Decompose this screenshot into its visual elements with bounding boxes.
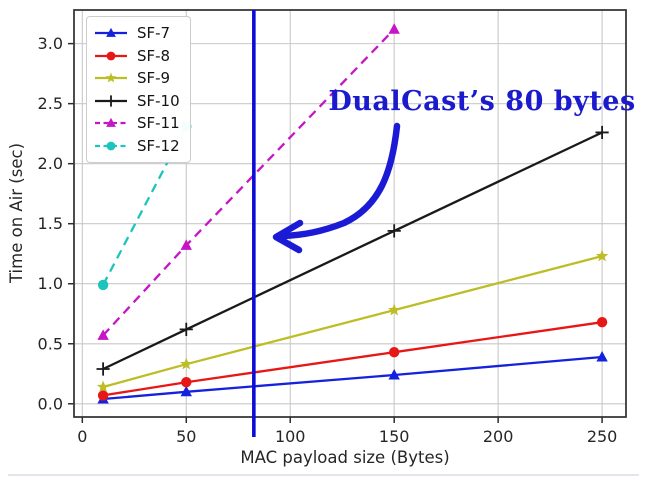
axis-ticks: 0 50 100 150 200 250 0.0 0.5 1.0 1.5 2.0 2.5 3.0 <box>38 34 618 446</box>
marker-circle <box>97 279 109 291</box>
x-tick-label: 0 <box>77 427 87 446</box>
legend-item-sf-11: SF-11 <box>94 112 180 135</box>
marker-star <box>595 249 609 262</box>
legend-sample-circle-icon <box>95 141 127 151</box>
marker-triangle <box>180 385 192 397</box>
x-tick-label: 200 <box>483 427 514 446</box>
legend-item-sf-9: SF-9 <box>94 67 180 90</box>
legend-item-sf-8: SF-8 <box>94 45 180 68</box>
marker-circle <box>106 141 116 151</box>
marker-plus <box>96 362 110 376</box>
series-sf-7 <box>97 350 608 404</box>
marker-circle <box>388 346 400 358</box>
y-tick-label: 2.5 <box>38 94 63 113</box>
marker-plus <box>105 95 117 107</box>
marker-triangle <box>388 368 400 380</box>
x-tick-label: 100 <box>275 427 306 446</box>
legend-label: SF-7 <box>137 24 171 43</box>
marker-triangle <box>388 23 400 34</box>
marker-star <box>105 72 117 83</box>
y-tick-label: 1.5 <box>38 214 63 233</box>
legend-label: SF-11 <box>137 114 180 133</box>
series-line <box>102 321 603 397</box>
marker-triangle <box>596 350 608 362</box>
marker-star <box>388 303 401 316</box>
marker-plus <box>387 224 401 238</box>
marker-circle <box>596 316 608 328</box>
marker-plus <box>595 125 609 140</box>
marker-triangle <box>106 118 116 128</box>
legend-sample-star-icon <box>95 72 127 83</box>
x-tick-label: 250 <box>587 427 618 446</box>
marker-circle <box>106 51 116 61</box>
series-line <box>103 355 603 401</box>
series-line <box>102 254 603 389</box>
bottom-divider <box>8 474 639 476</box>
legend-label: SF-10 <box>137 91 180 110</box>
x-tick-label: 50 <box>176 427 196 446</box>
legend-label: SF-8 <box>137 46 171 65</box>
curved-arrow-head <box>272 219 304 254</box>
y-tick-label: 1.0 <box>38 274 63 293</box>
legend-sample-triangle-icon <box>95 118 127 128</box>
legend-sample-plus-icon <box>95 95 127 107</box>
marker-triangle <box>106 28 116 38</box>
marker-plus <box>179 322 193 336</box>
legend-sample-circle-icon <box>95 51 127 61</box>
legend-label: SF-9 <box>137 69 171 88</box>
marker-triangle <box>180 239 192 250</box>
plot-frame <box>73 9 627 418</box>
series-sf-9 <box>96 249 609 393</box>
y-tick-label: 3.0 <box>38 34 63 53</box>
y-axis-label: Time on Air (sec) <box>7 143 26 284</box>
y-tick-label: 0.0 <box>38 394 63 413</box>
legend-item-sf-12: SF-12 <box>94 135 180 158</box>
series-layer <box>96 23 609 404</box>
x-tick-label: 150 <box>379 427 410 446</box>
series-sf-8 <box>97 316 608 401</box>
series-line <box>102 131 603 371</box>
annotation-dualcast-80-bytes: DualCast’s 80 bytes <box>328 86 635 117</box>
legend: SF-7 SF-8 SF-9 SF-10 SF-11 SF-12 <box>86 16 191 163</box>
series-sf-11 <box>97 23 400 340</box>
marker-circle <box>97 390 109 401</box>
marker-star <box>96 380 110 393</box>
legend-item-sf-7: SF-7 <box>94 22 180 45</box>
y-tick-label: 2.0 <box>38 154 63 173</box>
curved-arrow-body <box>280 122 401 240</box>
x-axis-label: MAC payload size (Bytes) <box>240 448 449 467</box>
legend-item-sf-10: SF-10 <box>94 90 180 113</box>
legend-label: SF-12 <box>137 136 180 155</box>
series-sf-10 <box>96 125 609 376</box>
legend-sample-triangle-icon <box>95 28 127 38</box>
marker-triangle <box>97 329 109 340</box>
marker-circle <box>181 376 192 388</box>
y-tick-label: 0.5 <box>38 334 63 353</box>
curved-arrow-icon <box>272 122 401 254</box>
marker-star <box>180 357 193 370</box>
